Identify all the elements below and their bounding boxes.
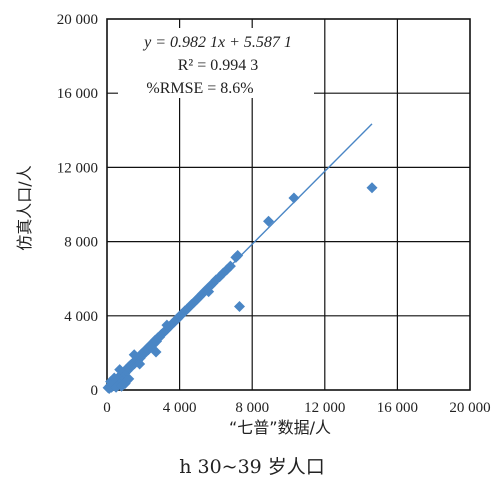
y-tick-label: 8 000 [64,235,98,251]
y-tick-labels: 0 4 000 8 000 12 000 16 000 20 000 [57,12,98,399]
data-point [150,346,162,358]
r2-annotation: R² = 0.994 3 [178,57,259,74]
x-axis-label: “七普”数据/人 [229,418,331,437]
y-tick-label: 12 000 [57,160,98,176]
y-tick-label: 16 000 [57,86,98,102]
x-tick-label: 12 000 [304,400,345,416]
data-point [232,250,244,262]
data-points [102,182,378,395]
data-point [134,358,146,370]
x-tick-label: 4 000 [163,400,197,416]
y-axis-label: 仿真人口/人 [15,165,34,250]
x-tick-label: 20 000 [449,400,490,416]
data-point [117,378,129,390]
x-tick-label: 16 000 [377,400,418,416]
x-tick-labels: 0 4 000 8 000 12 000 16 000 20 000 [103,400,490,416]
y-tick-label: 4 000 [64,309,98,325]
scatter-chart: 0 4 000 8 000 12 000 16 000 20 000 0 4 000 8 00… [15,12,491,437]
plot-border [106,18,471,391]
data-point [288,192,300,204]
rmse-annotation: %RMSE = 8.6% [146,80,253,97]
fit-line [106,123,373,391]
figure-caption: h 30~39 岁人口 [179,456,325,478]
annotation-background [118,28,314,98]
data-point [263,215,275,227]
y-tick-label: 20 000 [57,12,98,28]
data-point [114,364,126,376]
x-tick-label: 8 000 [235,400,269,416]
data-point [121,375,133,387]
data-point [233,301,245,313]
data-point [366,182,378,194]
data-point [203,286,215,298]
x-tick-label: 0 [103,400,111,416]
data-point [128,349,140,361]
plot-frame [106,18,471,391]
y-tick-label: 0 [91,383,99,399]
equation-annotation: y = 0.982 1x + 5.587 1 [142,34,292,51]
